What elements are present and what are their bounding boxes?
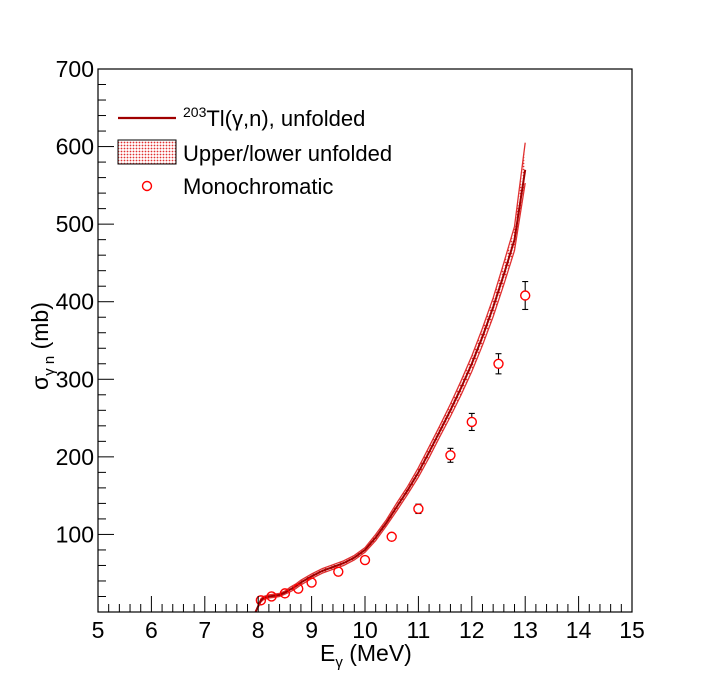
legend-mono-marker	[141, 180, 153, 192]
x-axis-title-sub: γ	[335, 654, 343, 671]
upper-unfolded-line	[254, 142, 526, 613]
x-axis-title-tail: (MeV)	[343, 640, 412, 666]
y-tick-label: 500	[56, 211, 94, 237]
x-tick-label: 15	[619, 617, 645, 643]
data-point	[413, 503, 424, 515]
y-tick-label: 600	[56, 134, 94, 160]
legend-unfolded-sup: 203	[183, 104, 207, 120]
x-tick-label: 14	[566, 617, 592, 643]
x-tick-label: 12	[459, 617, 485, 643]
x-tick-label: 8	[252, 617, 265, 643]
y-axis-title: σγ n (mb)	[27, 302, 58, 390]
axis-ticks	[97, 68, 633, 612]
data-point	[359, 554, 371, 566]
lower-unfolded-line	[254, 182, 526, 613]
x-tick-label: 11	[406, 617, 430, 643]
y-tick-label: 300	[56, 366, 94, 392]
data-point	[466, 416, 477, 428]
x-axis-title-main: E	[320, 640, 335, 666]
x-tick-label: 5	[92, 617, 105, 643]
y-axis-title-tail: (mb)	[27, 302, 53, 356]
x-tick-label: 6	[145, 617, 158, 643]
y-tick-label: 400	[56, 289, 94, 315]
x-tick-label: 7	[198, 617, 211, 643]
data-point	[306, 577, 317, 588]
legend: 203Tl(γ,n), unfolded Upper/lower unfolde…	[117, 104, 392, 199]
x-tick-label: 10	[352, 617, 378, 643]
unfolded-curve	[254, 169, 527, 613]
data-point	[279, 588, 291, 599]
y-tick-label: 200	[56, 444, 94, 470]
data-point	[266, 591, 277, 602]
y-tick-label: 100	[56, 521, 94, 547]
x-axis-title: Eγ (MeV)	[320, 640, 412, 671]
legend-unfolded-label: 203Tl(γ,n), unfolded	[183, 104, 365, 131]
unfolded-curve-layer	[254, 169, 527, 613]
legend-unfolded-text: Tl(γ,n), unfolded	[206, 106, 365, 131]
data-point	[493, 358, 504, 369]
tick-labels: 5 6 7 8 9 10 11 12 13 14 15 100 200 300 400 500 600 700	[56, 56, 645, 643]
legend-mono-label: Monochromatic	[183, 174, 333, 199]
monochromatic-points-layer	[255, 280, 531, 606]
data-point	[293, 583, 304, 594]
legend-band-label: Upper/lower unfolded	[183, 141, 392, 166]
y-axis-title-sub: γ n	[41, 356, 58, 376]
y-tick-label: 700	[56, 56, 94, 82]
data-point	[445, 450, 456, 461]
data-point	[386, 531, 397, 542]
x-tick-label: 13	[512, 617, 538, 643]
data-point	[255, 595, 267, 606]
data-point	[333, 566, 344, 577]
y-axis-title-main: σ	[27, 376, 53, 390]
legend-band-swatch	[117, 139, 177, 165]
data-point	[520, 290, 531, 301]
x-tick-label: 9	[305, 617, 318, 643]
